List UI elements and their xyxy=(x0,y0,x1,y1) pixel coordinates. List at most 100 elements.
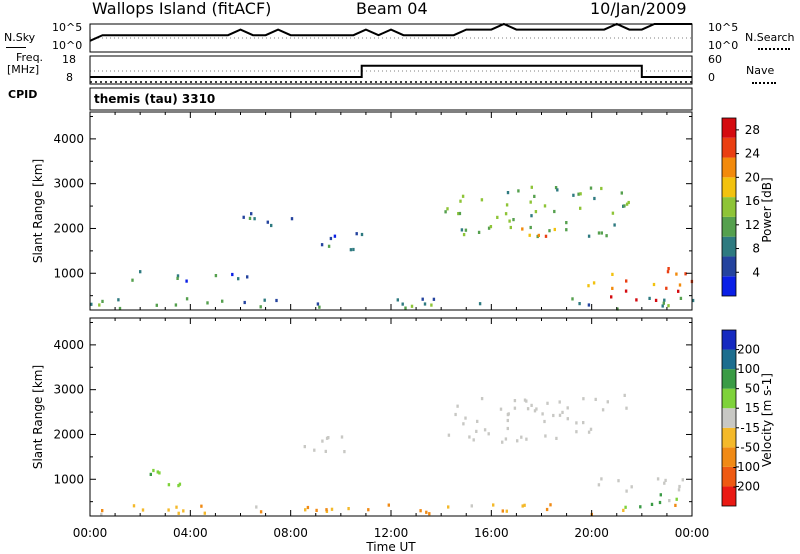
echo-cell xyxy=(472,438,475,442)
echo-cell xyxy=(167,483,171,487)
echo-cell xyxy=(600,477,603,481)
echo-cell xyxy=(553,227,556,232)
power-panel: 1000 2000 3000 4000 Slant Range [km] 4 8 12 16… xyxy=(31,111,774,311)
echo-cell xyxy=(177,511,180,515)
echo-cell xyxy=(185,297,189,301)
echo-cell xyxy=(263,298,266,302)
echo-cell xyxy=(100,512,103,516)
echo-cell xyxy=(623,204,626,208)
velocity-frame xyxy=(89,317,693,517)
echo-cell xyxy=(396,298,399,302)
echo-cell xyxy=(582,421,585,425)
colorbar-swatch xyxy=(722,256,736,277)
echo-cell xyxy=(315,508,318,512)
echo-cell xyxy=(622,508,625,512)
echo-cell xyxy=(666,270,670,274)
echo-cell xyxy=(492,503,495,507)
colorbar-tick-label: 20 xyxy=(745,170,760,184)
echo-cell xyxy=(678,283,682,287)
echo-cell xyxy=(329,236,333,241)
echo-cell xyxy=(630,485,633,489)
echo-cell xyxy=(304,508,307,512)
echo-cell xyxy=(90,302,93,306)
echo-cell xyxy=(597,483,601,487)
echo-cell xyxy=(349,248,353,252)
echo-cell xyxy=(668,499,671,503)
echo-cell xyxy=(667,304,670,308)
colorbar-tick-label: 28 xyxy=(745,123,760,137)
echo-cell xyxy=(530,185,533,189)
echo-cell xyxy=(521,504,524,508)
echo-cell xyxy=(611,211,615,215)
echo-cell xyxy=(131,278,134,282)
echo-cell xyxy=(521,227,524,231)
echo-cell xyxy=(556,188,559,192)
ytick-label: 1000 xyxy=(53,472,84,486)
echo-cell xyxy=(526,407,530,411)
echo-cell xyxy=(523,398,527,402)
echo-cell xyxy=(691,298,695,303)
echo-cell xyxy=(533,194,536,198)
echo-cell xyxy=(237,277,240,281)
echo-cell xyxy=(508,219,511,223)
echo-cell xyxy=(575,430,578,434)
echo-cell xyxy=(530,214,533,218)
echo-cell xyxy=(582,397,585,401)
echo-cell xyxy=(623,393,626,397)
echo-cell xyxy=(313,448,316,452)
ytick-label: 1000 xyxy=(53,266,84,280)
echo-cell xyxy=(182,509,185,513)
echo-cell xyxy=(565,228,568,232)
cpid-frame xyxy=(89,87,693,111)
echo-cell xyxy=(587,234,591,238)
program-name: themis (tau) 3310 xyxy=(94,92,216,106)
time-tick-label: 04:00 xyxy=(173,526,208,540)
echo-cell xyxy=(529,225,532,230)
echo-cell xyxy=(480,198,484,202)
echo-cell xyxy=(306,505,310,510)
echo-cell xyxy=(423,302,427,306)
colorbar-swatch xyxy=(722,276,736,296)
colorbar-swatch xyxy=(722,486,736,506)
power-yaxis: 1000 2000 3000 4000 xyxy=(53,115,692,297)
time-tick-label: 16:00 xyxy=(474,526,509,540)
echo-cell xyxy=(625,489,628,493)
echo-cell xyxy=(454,412,457,417)
echo-cell xyxy=(577,192,580,196)
echo-cell xyxy=(506,418,509,423)
echo-cell xyxy=(627,200,630,205)
colorbar-tick-label: -100 xyxy=(733,460,760,474)
echo-cell xyxy=(253,217,256,221)
echo-cell xyxy=(558,413,562,417)
echo-cell xyxy=(571,297,574,301)
time-tick-label: 20:00 xyxy=(574,526,609,540)
echo-cell xyxy=(663,298,666,302)
echo-cell xyxy=(516,439,519,443)
echo-cell xyxy=(480,397,484,401)
colorbar-swatch xyxy=(722,216,736,237)
echo-cell xyxy=(185,279,188,283)
echo-cell xyxy=(117,298,120,302)
echo-cell xyxy=(593,196,596,201)
power-xticks xyxy=(89,112,693,310)
colorbar-tick-label: -200 xyxy=(733,479,760,493)
echo-cell xyxy=(320,243,324,247)
echo-cell xyxy=(549,503,552,507)
velocity-xticks: 00:00 04:00 08:00 12:00 16:00 20:00 00:00 xyxy=(73,318,709,540)
colorbar-swatch xyxy=(722,236,736,257)
echo-cell xyxy=(543,204,547,208)
colorbar-swatch xyxy=(722,427,736,448)
nave-label: Nave xyxy=(746,64,775,77)
power-frame xyxy=(89,111,693,311)
echo-cell xyxy=(594,397,597,401)
echo-cell xyxy=(684,272,687,276)
echo-cell xyxy=(98,303,101,307)
echo-cell xyxy=(566,417,569,421)
echo-cell xyxy=(446,207,449,211)
exp-bottom-left: 10^0 xyxy=(52,39,82,52)
echo-cell xyxy=(525,399,528,403)
colorbar-swatch xyxy=(722,137,736,158)
velocity-ylabel: Slant Range [km] xyxy=(31,365,45,469)
echo-cell xyxy=(509,225,512,230)
echo-cell xyxy=(658,500,662,505)
